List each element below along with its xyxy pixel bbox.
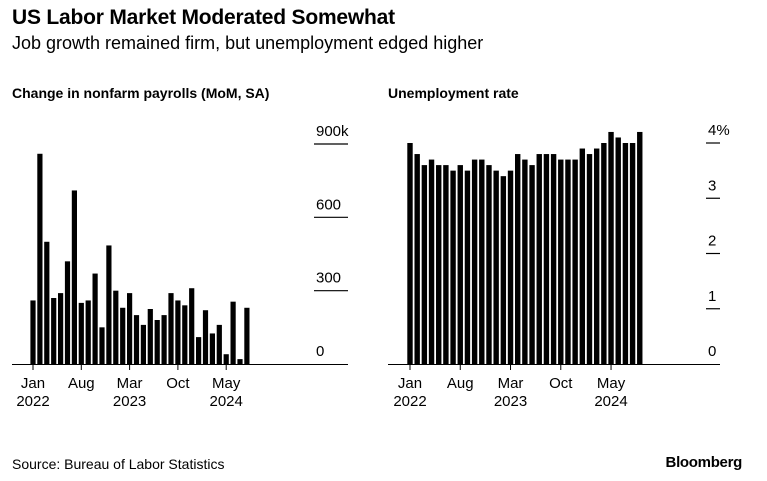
unemployment-x-tick-label: Aug xyxy=(447,375,474,392)
unemployment-bar xyxy=(629,143,636,364)
payrolls-bar xyxy=(44,241,50,364)
unemployment-y-tick-label: 3 xyxy=(708,177,716,194)
payrolls-bar xyxy=(133,315,140,364)
unemployment-bar xyxy=(543,154,550,364)
payrolls-y-tick-label: 0 xyxy=(316,343,324,360)
payrolls-y-tick-label: 900k xyxy=(316,123,349,140)
unemployment-bar xyxy=(572,159,578,364)
unemployment-bar xyxy=(471,159,478,364)
unemployment-bar xyxy=(586,154,593,364)
payrolls-x-tick-year: 2022 xyxy=(16,393,49,410)
unemployment-bar xyxy=(493,170,499,364)
payrolls-bar xyxy=(182,305,188,364)
payrolls-bar xyxy=(127,293,133,364)
unemployment-bar xyxy=(500,176,507,364)
unemployment-x-tick-label: Jan xyxy=(398,375,422,392)
payrolls-bar xyxy=(120,307,126,364)
unemployment-bar xyxy=(522,159,528,364)
unemployment-bar xyxy=(529,165,535,364)
payrolls-bar xyxy=(85,300,91,364)
payrolls-y-tick-label: 300 xyxy=(316,270,341,287)
payrolls-bar xyxy=(92,273,98,364)
payrolls-bar xyxy=(140,324,146,364)
unemployment-bar xyxy=(457,165,463,364)
unemployment-bar xyxy=(436,165,442,364)
payrolls-bar xyxy=(106,245,112,364)
unemployment-bar xyxy=(558,159,564,364)
payrolls-bar xyxy=(99,327,105,364)
payrolls-x-tick-label: Jan xyxy=(21,375,45,392)
unemployment-bar xyxy=(579,148,586,364)
unemployment-x-tick-year: 2022 xyxy=(393,393,426,410)
unemployment-bar xyxy=(515,154,521,364)
payrolls-bar xyxy=(244,307,250,364)
payrolls-bar xyxy=(237,359,243,364)
page-subtitle: Job growth remained firm, but unemployme… xyxy=(12,33,484,53)
payrolls-bar xyxy=(168,293,174,364)
unemployment-x-tick-year: 2024 xyxy=(594,393,627,410)
payrolls-bar xyxy=(78,302,84,364)
payrolls-bar xyxy=(189,288,195,364)
payrolls-bar xyxy=(113,290,119,364)
payrolls-bar xyxy=(161,315,167,364)
bloomberg-logo: Bloomberg xyxy=(665,454,743,471)
unemployment-bar xyxy=(414,154,420,364)
source-note: Source: Bureau of Labor Statistics xyxy=(12,456,225,472)
unemployment-y-tick-label: 1 xyxy=(708,288,716,305)
unemployment-bar xyxy=(421,165,428,364)
payrolls-bar xyxy=(209,333,215,364)
payrolls-bar xyxy=(37,153,43,364)
page-title: US Labor Market Moderated Somewhat xyxy=(12,6,395,29)
unemployment-x-tick-label: Oct xyxy=(549,375,573,392)
unemployment-bar xyxy=(479,159,485,364)
payrolls-bar xyxy=(216,324,222,364)
payrolls-bar xyxy=(196,337,202,364)
unemployment-x-tick-year: 2023 xyxy=(494,393,527,410)
payrolls-x-tick-label: Aug xyxy=(68,375,95,392)
payrolls-x-tick-label: May xyxy=(212,375,241,392)
payrolls-bar xyxy=(230,301,236,364)
unemployment-bar xyxy=(550,154,557,364)
payrolls-bar xyxy=(147,309,153,364)
unemployment-bar xyxy=(407,143,413,364)
payrolls-bar xyxy=(223,354,229,364)
unemployment-chart-title: Unemployment rate xyxy=(388,85,519,101)
unemployment-y-tick-label: 0 xyxy=(708,343,716,360)
unemployment-bar xyxy=(507,170,514,364)
unemployment-y-tick-label: 2 xyxy=(708,233,716,250)
unemployment-x-tick-label: Mar xyxy=(498,375,524,392)
unemployment-bar xyxy=(622,143,629,364)
payrolls-chart-title: Change in nonfarm payrolls (MoM, SA) xyxy=(12,85,270,101)
payrolls-bar xyxy=(175,300,181,364)
payrolls-x-tick-label: Oct xyxy=(166,375,190,392)
payrolls-x-tick-year: 2024 xyxy=(210,393,243,410)
payrolls-x-tick-label: Mar xyxy=(117,375,143,392)
unemployment-bar xyxy=(608,131,614,364)
unemployment-bar xyxy=(615,137,621,364)
payrolls-bar xyxy=(51,298,57,364)
unemployment-bar xyxy=(464,170,471,364)
unemployment-bar xyxy=(601,143,607,364)
unemployment-bar xyxy=(637,131,643,364)
payrolls-bar xyxy=(58,293,64,364)
payrolls-bar xyxy=(202,310,209,364)
payrolls-bar xyxy=(30,300,36,364)
unemployment-bar xyxy=(565,159,571,364)
unemployment-bar xyxy=(486,165,492,364)
payrolls-bar xyxy=(71,190,77,364)
unemployment-bar xyxy=(593,148,600,364)
unemployment-bar xyxy=(428,159,435,364)
payrolls-bar xyxy=(64,261,71,364)
unemployment-x-tick-label: May xyxy=(597,375,626,392)
payrolls-bar xyxy=(154,320,160,364)
payrolls-y-tick-label: 600 xyxy=(316,196,341,213)
unemployment-bar xyxy=(450,170,456,364)
unemployment-y-tick-label: 4% xyxy=(708,122,730,139)
unemployment-bar xyxy=(443,165,449,364)
payrolls-x-tick-year: 2023 xyxy=(113,393,146,410)
unemployment-bar xyxy=(536,154,542,364)
